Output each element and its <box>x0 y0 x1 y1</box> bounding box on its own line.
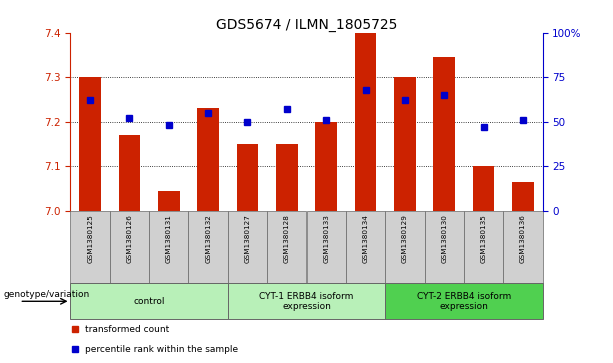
Bar <box>464 211 503 283</box>
Text: transformed count: transformed count <box>85 325 169 334</box>
Text: GSM1380129: GSM1380129 <box>402 214 408 263</box>
Bar <box>267 211 306 283</box>
Bar <box>79 77 101 211</box>
Bar <box>110 211 149 283</box>
Text: GSM1380131: GSM1380131 <box>166 214 172 263</box>
Text: control: control <box>134 297 165 306</box>
Bar <box>70 211 110 283</box>
Text: GSM1380130: GSM1380130 <box>441 214 447 263</box>
Text: GSM1380134: GSM1380134 <box>362 214 368 263</box>
Bar <box>385 283 543 319</box>
Text: CYT-2 ERBB4 isoform
expression: CYT-2 ERBB4 isoform expression <box>417 291 511 311</box>
Bar <box>394 77 416 211</box>
Text: GSM1380132: GSM1380132 <box>205 214 211 263</box>
Text: GSM1380126: GSM1380126 <box>126 214 132 263</box>
Bar <box>385 211 424 283</box>
Bar <box>119 135 140 211</box>
Text: CYT-1 ERBB4 isoform
expression: CYT-1 ERBB4 isoform expression <box>259 291 354 311</box>
Text: GSM1380133: GSM1380133 <box>323 214 329 263</box>
Bar <box>306 211 346 283</box>
Text: GSM1380127: GSM1380127 <box>245 214 251 263</box>
Bar <box>424 211 464 283</box>
Bar <box>70 283 228 319</box>
Bar <box>433 57 455 211</box>
Bar <box>315 122 337 211</box>
Bar <box>473 166 494 211</box>
Text: GSM1380128: GSM1380128 <box>284 214 290 263</box>
Text: percentile rank within the sample: percentile rank within the sample <box>85 345 238 354</box>
Bar <box>355 33 376 211</box>
Bar <box>197 108 219 211</box>
Text: GSM1380136: GSM1380136 <box>520 214 526 263</box>
Bar <box>276 144 298 211</box>
Bar <box>149 211 189 283</box>
Bar <box>228 283 385 319</box>
Text: GSM1380135: GSM1380135 <box>481 214 487 263</box>
Text: GSM1380125: GSM1380125 <box>87 214 93 263</box>
Bar <box>158 191 180 211</box>
Bar <box>237 144 258 211</box>
Bar <box>346 211 385 283</box>
Bar <box>503 211 543 283</box>
Bar <box>228 211 267 283</box>
Title: GDS5674 / ILMN_1805725: GDS5674 / ILMN_1805725 <box>216 18 397 32</box>
Bar <box>512 182 534 211</box>
Bar <box>189 211 228 283</box>
Text: genotype/variation: genotype/variation <box>3 290 89 298</box>
